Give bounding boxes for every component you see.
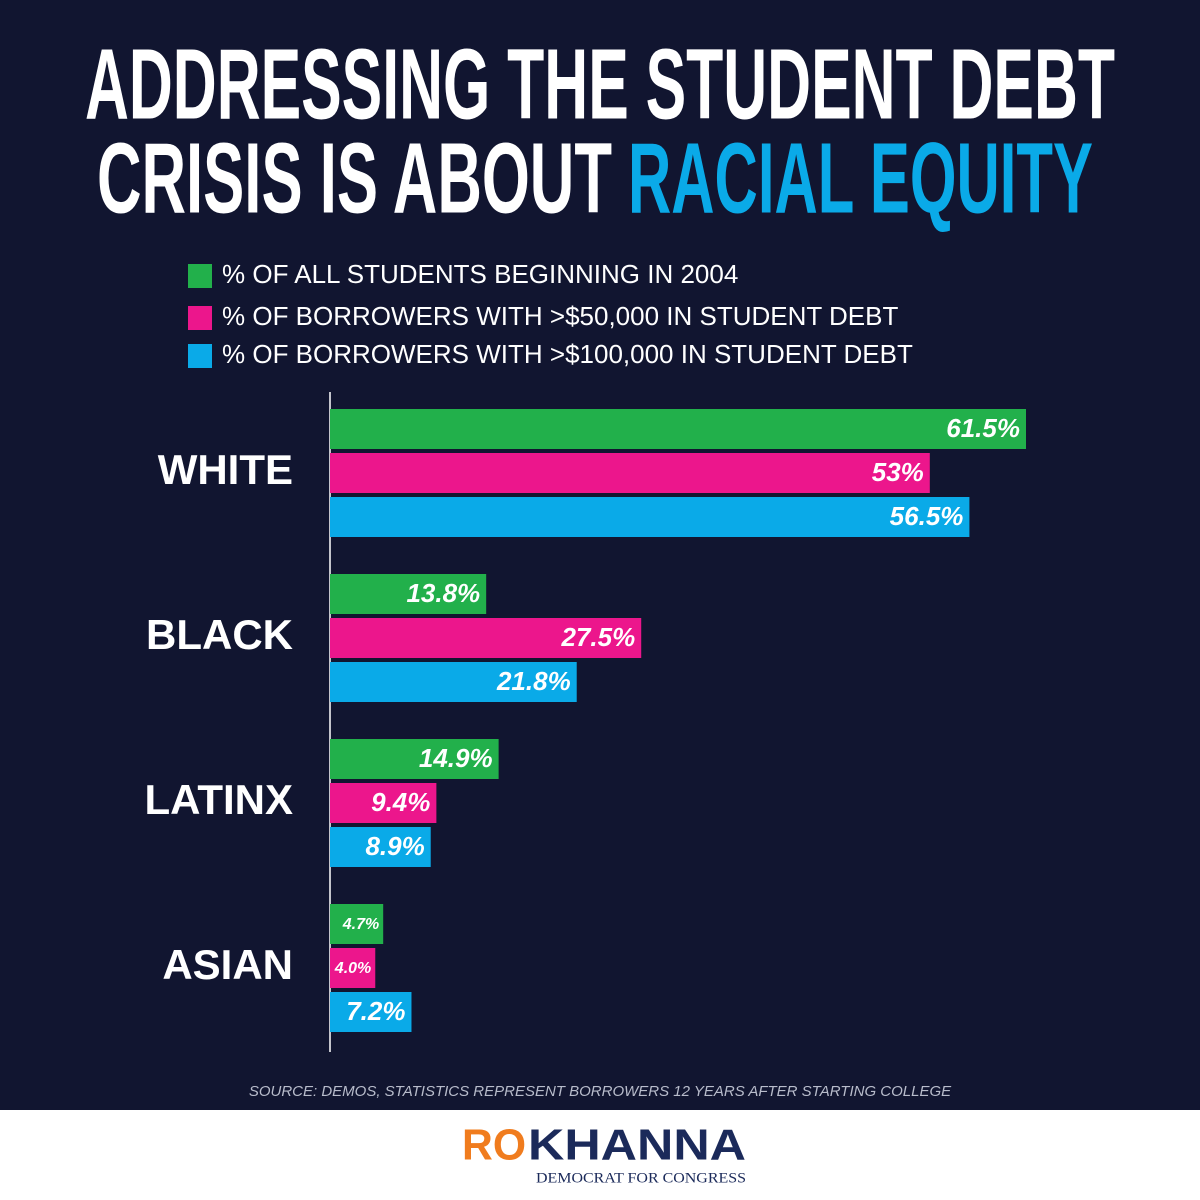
value-label: 14.9% <box>419 743 493 773</box>
bar <box>330 992 412 1032</box>
value-label: 7.2% <box>346 996 405 1026</box>
bar <box>330 662 577 702</box>
bar <box>330 618 642 658</box>
value-label: 4.0% <box>334 960 371 977</box>
bar <box>330 574 487 614</box>
value-label: 21.8% <box>496 666 571 696</box>
legend-swatch <box>188 344 212 368</box>
bar <box>330 783 437 823</box>
value-label: 27.5% <box>560 622 635 652</box>
legend-label: % OF BORROWERS WITH >$100,000 IN STUDENT… <box>222 339 913 369</box>
bar <box>330 739 499 779</box>
bar <box>330 497 970 537</box>
bar <box>330 453 930 493</box>
category-label: BLACK <box>146 611 293 658</box>
logo-tagline: DEMOCRAT FOR CONGRESS <box>536 1170 746 1186</box>
bar <box>330 409 1026 449</box>
category-label: WHITE <box>158 446 293 493</box>
value-label: 61.5% <box>946 413 1020 443</box>
background <box>0 0 1200 1110</box>
legend-label: % OF ALL STUDENTS BEGINNING IN 2004 <box>222 259 738 289</box>
chart-title: ADDRESSING THE STUDENT DEBT <box>85 28 1115 140</box>
legend-swatch <box>188 264 212 288</box>
category-label: ASIAN <box>162 941 293 988</box>
logo-second: KHANNA <box>528 1121 746 1170</box>
source-note: SOURCE: DEMOS, STATISTICS REPRESENT BORR… <box>249 1083 952 1100</box>
bar <box>330 948 376 988</box>
bar <box>330 904 384 944</box>
bar <box>330 827 431 867</box>
legend-label: % OF BORROWERS WITH >$50,000 IN STUDENT … <box>222 301 898 331</box>
value-label: 13.8% <box>406 578 480 608</box>
chart-title: CRISIS IS ABOUT <box>97 122 612 234</box>
value-label: 56.5% <box>890 501 964 531</box>
value-label: 9.4% <box>371 787 430 817</box>
value-label: 4.7% <box>342 916 379 933</box>
footer-band <box>0 1110 1200 1200</box>
logo-first: RO <box>462 1121 526 1170</box>
legend-swatch <box>188 306 212 330</box>
value-label: 53% <box>872 457 924 487</box>
category-label: LATINX <box>144 776 293 823</box>
chart-title-highlight: RACIAL EQUITY <box>628 122 1093 234</box>
value-label: 8.9% <box>365 831 424 861</box>
